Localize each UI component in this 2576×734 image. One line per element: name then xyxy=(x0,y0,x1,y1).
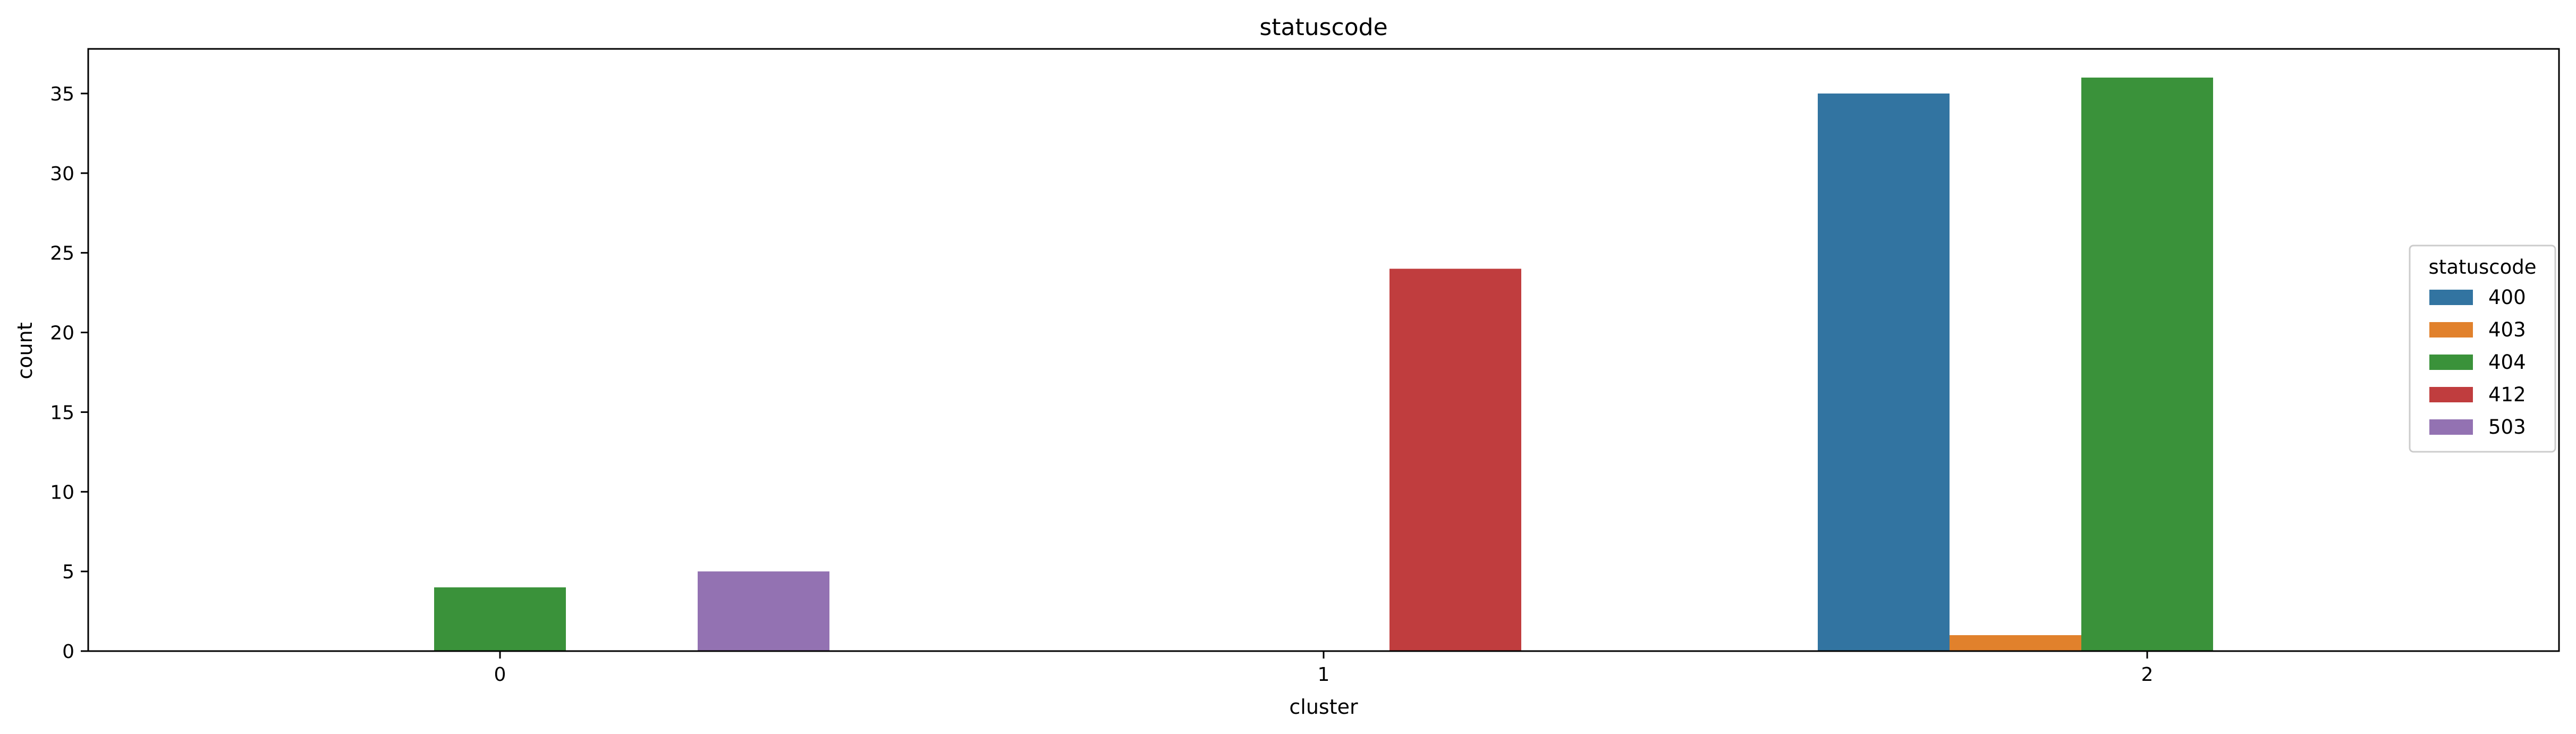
x-tick-label: 1 xyxy=(1318,664,1330,686)
bar-400-cluster-2 xyxy=(1818,93,1950,652)
legend-label-400: 400 xyxy=(2488,286,2526,309)
legend-label-403: 403 xyxy=(2488,318,2526,341)
y-tick-label: 10 xyxy=(50,482,74,503)
bar-404-cluster-2 xyxy=(2081,77,2213,652)
y-tick-label: 30 xyxy=(50,163,74,185)
legend-label-404: 404 xyxy=(2488,351,2526,374)
legend-swatch-412 xyxy=(2429,387,2473,402)
axes-layer: 0 5 10 15 20 25 30 35 0 1 2 xyxy=(50,48,2560,686)
y-axis-label: count xyxy=(13,322,37,379)
bar-403-cluster-2 xyxy=(1950,635,2081,651)
legend-title: statuscode xyxy=(2429,256,2537,279)
legend-items: 400 403 404 412 503 xyxy=(2429,286,2526,438)
bar-412-cluster-1 xyxy=(1389,268,1521,651)
y-tick-label: 0 xyxy=(62,641,74,663)
bars-layer xyxy=(434,77,2213,652)
bar-503-cluster-0 xyxy=(698,571,829,651)
y-tick-label: 15 xyxy=(50,402,74,424)
legend-swatch-403 xyxy=(2429,322,2473,338)
legend-swatch-503 xyxy=(2429,419,2473,435)
y-tick-label: 35 xyxy=(50,83,74,105)
x-tick-label: 0 xyxy=(494,664,506,686)
x-tick-label: 2 xyxy=(2141,664,2154,686)
y-tick-label: 5 xyxy=(62,561,74,583)
y-tick-label: 20 xyxy=(50,323,74,344)
legend-label-503: 503 xyxy=(2488,416,2526,438)
x-axis-label: cluster xyxy=(1289,695,1358,719)
legend-label-412: 412 xyxy=(2488,383,2526,406)
legend: statuscode 400 403 404 412 503 xyxy=(2409,244,2556,453)
y-tick-label: 25 xyxy=(50,243,74,265)
bar-404-cluster-0 xyxy=(434,587,566,651)
chart-title: statuscode xyxy=(1259,14,1387,41)
legend-swatch-404 xyxy=(2429,355,2473,370)
legend-swatch-400 xyxy=(2429,290,2473,305)
